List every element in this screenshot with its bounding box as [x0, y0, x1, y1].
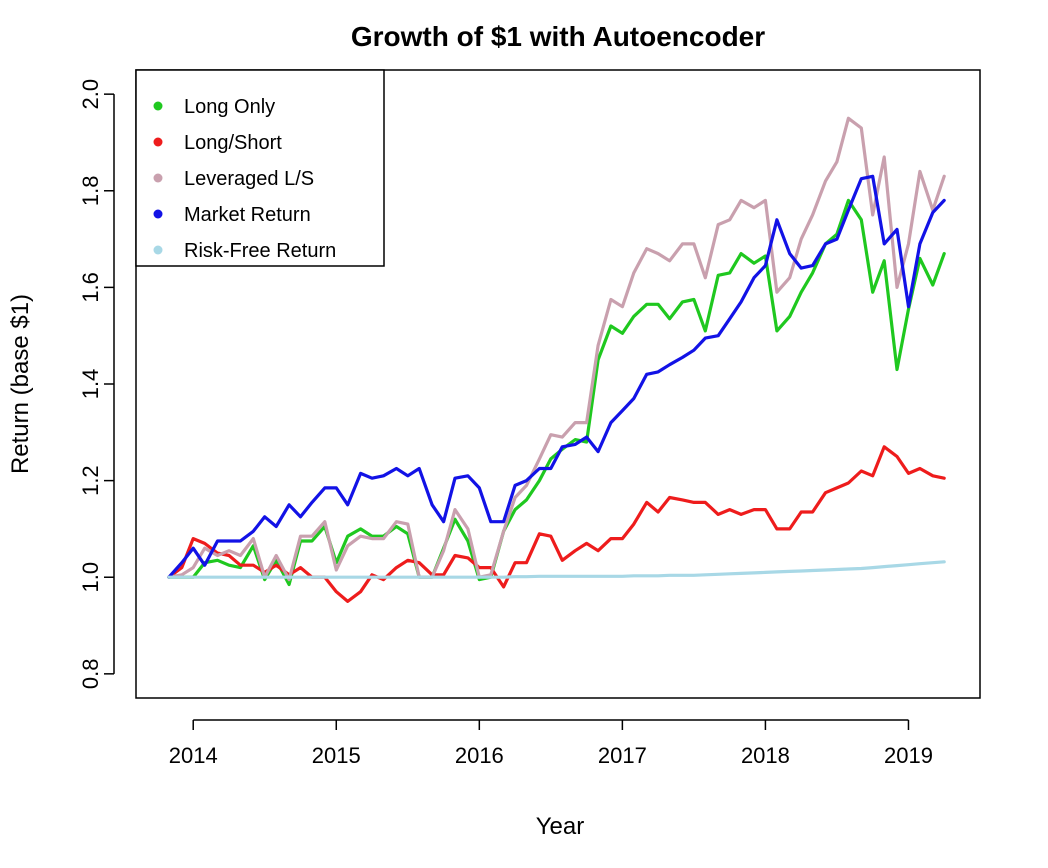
y-axis: 0.8 1.0 1.2 1.4 1.6 1.8 2.0 [78, 79, 115, 690]
x-tick-label: 2018 [741, 743, 790, 768]
legend-label: Leveraged L/S [184, 168, 314, 190]
series-line-3 [167, 174, 946, 579]
x-tick-label: 2014 [169, 743, 218, 768]
legend: Long Only Long/Short Leveraged L/S Market R… [135, 69, 385, 267]
y-tick-label: 2.0 [78, 79, 103, 110]
legend-label: Long Only [184, 96, 275, 118]
legend-label: Long/Short [184, 132, 282, 154]
legend-label: Risk-Free Return [184, 240, 336, 262]
legend-marker [153, 101, 163, 111]
y-tick-label: 1.6 [78, 272, 103, 303]
legend-box [135, 69, 385, 267]
y-tick-label: 1.2 [78, 465, 103, 496]
series-line-1 [167, 445, 946, 604]
y-tick-label: 1.0 [78, 562, 103, 593]
series-line-2 [167, 116, 946, 582]
x-tick-label: 2019 [884, 743, 933, 768]
y-tick-label: 1.8 [78, 175, 103, 206]
plot-frame [135, 69, 981, 699]
series-line-4 [167, 560, 946, 579]
x-tick-label: 2016 [455, 743, 504, 768]
x-tick-label: 2015 [312, 743, 361, 768]
x-tick-label: 2017 [598, 743, 647, 768]
chart-title: Growth of $1 with Autoencoder [351, 21, 765, 52]
legend-label: Market Return [184, 204, 311, 226]
series-layer [167, 116, 946, 604]
x-axis: 2014 2015 2016 2017 2018 2019 [169, 719, 933, 768]
legend-marker [153, 245, 163, 255]
y-tick-label: 0.8 [78, 659, 103, 690]
legend-marker [153, 137, 163, 147]
x-axis-label: Year [536, 813, 585, 840]
y-tick-label: 1.4 [78, 369, 103, 400]
y-axis-label: Return (base $1) [7, 294, 34, 474]
legend-marker [153, 209, 163, 219]
legend-marker [153, 173, 163, 183]
